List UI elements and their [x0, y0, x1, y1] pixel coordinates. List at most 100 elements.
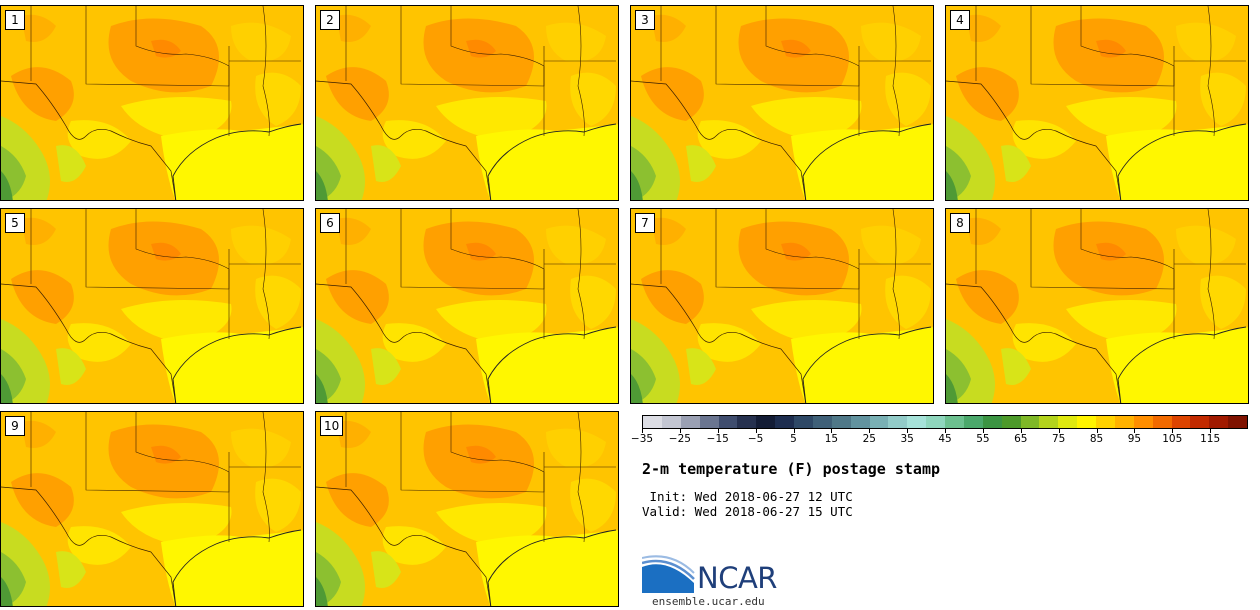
colorbar-swatch — [888, 416, 908, 428]
colorbar-swatch — [1133, 416, 1153, 428]
colorbar-tick-label: 75 — [1051, 433, 1066, 445]
temperature-colorbar — [642, 415, 1248, 429]
colorbar-swatch — [794, 416, 813, 428]
colorbar-tick-label: 65 — [1014, 433, 1028, 445]
colorbar-tick — [1134, 429, 1136, 433]
colorbar-swatch — [1096, 416, 1115, 428]
colorbar-tick — [717, 429, 719, 433]
colorbar-swatch — [982, 416, 1002, 428]
colorbar-tick — [1210, 429, 1212, 433]
member-panel: 1 — [0, 5, 304, 201]
colorbar-swatch — [1039, 416, 1059, 428]
colorbar-tick-label: 85 — [1089, 433, 1104, 445]
colorbar-swatch — [680, 416, 700, 428]
colorbar-swatch — [756, 416, 776, 428]
ensemble-url: ensemble.ucar.edu — [652, 595, 765, 608]
colorbar-tick — [1172, 429, 1174, 433]
colorbar-tick-label: 35 — [900, 433, 914, 445]
colorbar-tick — [1020, 429, 1022, 433]
colorbar-swatch — [1171, 416, 1191, 428]
colorbar-tick — [831, 429, 833, 433]
colorbar-swatch — [1001, 416, 1021, 428]
colorbar-tick-label: 95 — [1127, 433, 1142, 445]
colorbar-swatch — [831, 416, 851, 428]
init-time: Init: Wed 2018-06-27 12 UTC — [642, 489, 853, 504]
temperature-map — [631, 209, 933, 403]
valid-time: Valid: Wed 2018-06-27 15 UTC — [642, 504, 853, 519]
temperature-map — [316, 412, 618, 606]
colorbar-swatch — [1020, 416, 1040, 428]
colorbar-tick-label: 55 — [976, 433, 990, 445]
colorbar-tick-label: 115 — [1200, 433, 1221, 445]
member-panel: 4 — [945, 5, 1249, 201]
member-panel: 7 — [630, 208, 934, 404]
colorbar-swatch — [661, 416, 681, 428]
colorbar-tick — [1058, 429, 1060, 433]
colorbar-tick-label: 45 — [938, 433, 952, 445]
colorbar-tick — [945, 429, 946, 433]
colorbar-tick-label: −35 — [630, 433, 654, 445]
member-label: 2 — [320, 10, 340, 30]
temperature-map — [631, 6, 933, 200]
temperature-map — [1, 209, 303, 403]
ncar-logo-icon — [642, 555, 695, 593]
colorbar-tick-label: 105 — [1162, 433, 1183, 445]
colorbar-swatch — [1228, 416, 1247, 428]
colorbar-tick — [982, 429, 984, 433]
colorbar-tick-label: −5 — [747, 433, 764, 445]
colorbar-swatch — [1190, 416, 1210, 428]
temperature-map — [316, 209, 618, 403]
colorbar-swatch — [1058, 416, 1078, 428]
colorbar-tick — [907, 429, 909, 433]
colorbar-tick — [679, 429, 681, 433]
colorbar-swatch — [1077, 416, 1096, 428]
member-label: 7 — [635, 213, 655, 233]
colorbar-swatch — [718, 416, 738, 428]
member-label: 5 — [5, 213, 25, 233]
member-panel: 6 — [315, 208, 619, 404]
plot-title: 2-m temperature (F) postage stamp — [642, 460, 941, 478]
member-panel: 2 — [315, 5, 619, 201]
temperature-map — [946, 6, 1248, 200]
colorbar-swatch — [926, 416, 945, 428]
member-label: 1 — [5, 10, 25, 30]
member-panel: 5 — [0, 208, 304, 404]
member-label: 4 — [950, 10, 970, 30]
colorbar-tick-label: −25 — [668, 433, 691, 445]
colorbar-tick — [793, 429, 795, 433]
colorbar-tick-label: 25 — [862, 433, 876, 445]
member-panel: 10 — [315, 411, 619, 607]
colorbar-tick-label: −15 — [706, 433, 729, 445]
member-label: 9 — [5, 416, 25, 436]
member-panel: 8 — [945, 208, 1249, 404]
temperature-map — [1, 6, 303, 200]
colorbar-tick — [869, 429, 871, 433]
colorbar-swatch — [945, 416, 964, 428]
colorbar-swatch — [775, 416, 794, 428]
member-label: 10 — [320, 416, 344, 436]
colorbar-tick-label: 15 — [824, 433, 839, 445]
member-panel: 3 — [630, 5, 934, 201]
colorbar-swatch — [699, 416, 719, 428]
colorbar-swatch — [1114, 416, 1134, 428]
colorbar-swatch — [907, 416, 927, 428]
ncar-logo-text: NCAR — [697, 561, 777, 595]
colorbar-tick-label: 5 — [790, 433, 797, 445]
temperature-map — [316, 6, 618, 200]
member-panel: 9 — [0, 411, 304, 607]
colorbar-swatch — [1209, 416, 1229, 428]
colorbar-swatch — [869, 416, 889, 428]
colorbar-swatch — [812, 416, 832, 428]
colorbar-swatch — [643, 416, 662, 428]
colorbar-swatch — [737, 416, 757, 428]
colorbar-swatch — [1152, 416, 1172, 428]
temperature-map — [1, 412, 303, 606]
colorbar-swatch — [850, 416, 870, 428]
colorbar-tick — [1096, 429, 1098, 433]
colorbar-swatch — [963, 416, 983, 428]
member-label: 8 — [950, 213, 970, 233]
colorbar-tick — [642, 429, 643, 433]
member-label: 3 — [635, 10, 655, 30]
member-label: 6 — [320, 213, 340, 233]
colorbar-tick — [755, 429, 757, 433]
